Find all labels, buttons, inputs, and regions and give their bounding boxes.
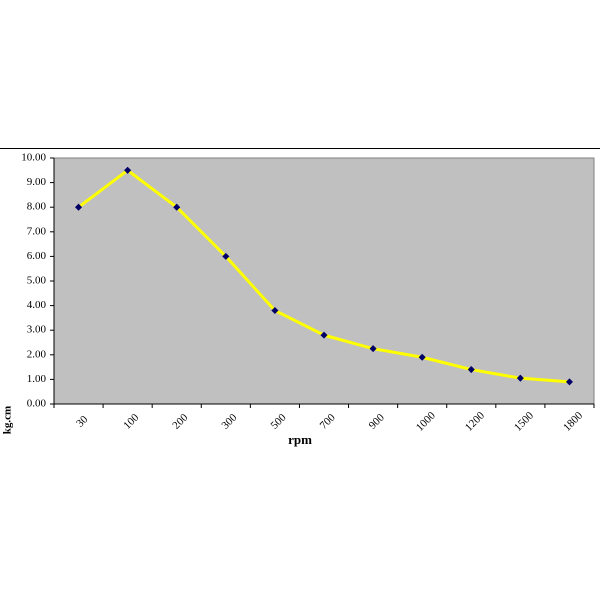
marker: [320, 331, 328, 339]
marker: [565, 378, 573, 386]
marker: [369, 345, 377, 353]
x-tick-label: 30: [74, 413, 91, 430]
x-tick-label: 1800: [561, 409, 585, 433]
x-tick-label: 100: [121, 411, 142, 432]
y-axis-label: kg.cm: [2, 406, 14, 434]
x-tick-label: 1200: [463, 409, 487, 433]
y-tick-label: 7.00: [27, 225, 47, 237]
y-tick-label: 10.00: [21, 152, 46, 164]
x-axis-label: rpm: [288, 432, 312, 447]
x-tick-label: 300: [219, 411, 240, 432]
y-tick-label: 3.00: [27, 324, 47, 336]
y-tick-label: 1.00: [27, 373, 47, 385]
marker: [271, 306, 279, 315]
marker: [124, 166, 132, 174]
marker: [516, 374, 524, 382]
y-tick-label: 6.00: [27, 250, 47, 262]
y-tick-label: 4.00: [27, 299, 47, 311]
plot-area: [53, 157, 595, 405]
marker: [173, 203, 181, 211]
y-tick-label: 8.00: [27, 201, 47, 213]
marker: [467, 366, 475, 374]
x-tick-label: 500: [269, 411, 290, 432]
x-tick-label: 1500: [512, 409, 536, 433]
y-tick-label: 5.00: [27, 275, 47, 287]
x-tick-label: 900: [367, 411, 388, 432]
y-tick-label: 0.00: [27, 398, 47, 410]
marker: [75, 203, 83, 211]
y-tick-label: 9.00: [27, 176, 47, 188]
x-tick-label: 200: [170, 411, 191, 432]
marker: [418, 353, 426, 361]
y-tick-label: 2.00: [27, 348, 47, 360]
marker: [222, 252, 230, 260]
x-tick-label: 700: [318, 411, 339, 432]
x-tick-label: 1000: [414, 409, 438, 433]
